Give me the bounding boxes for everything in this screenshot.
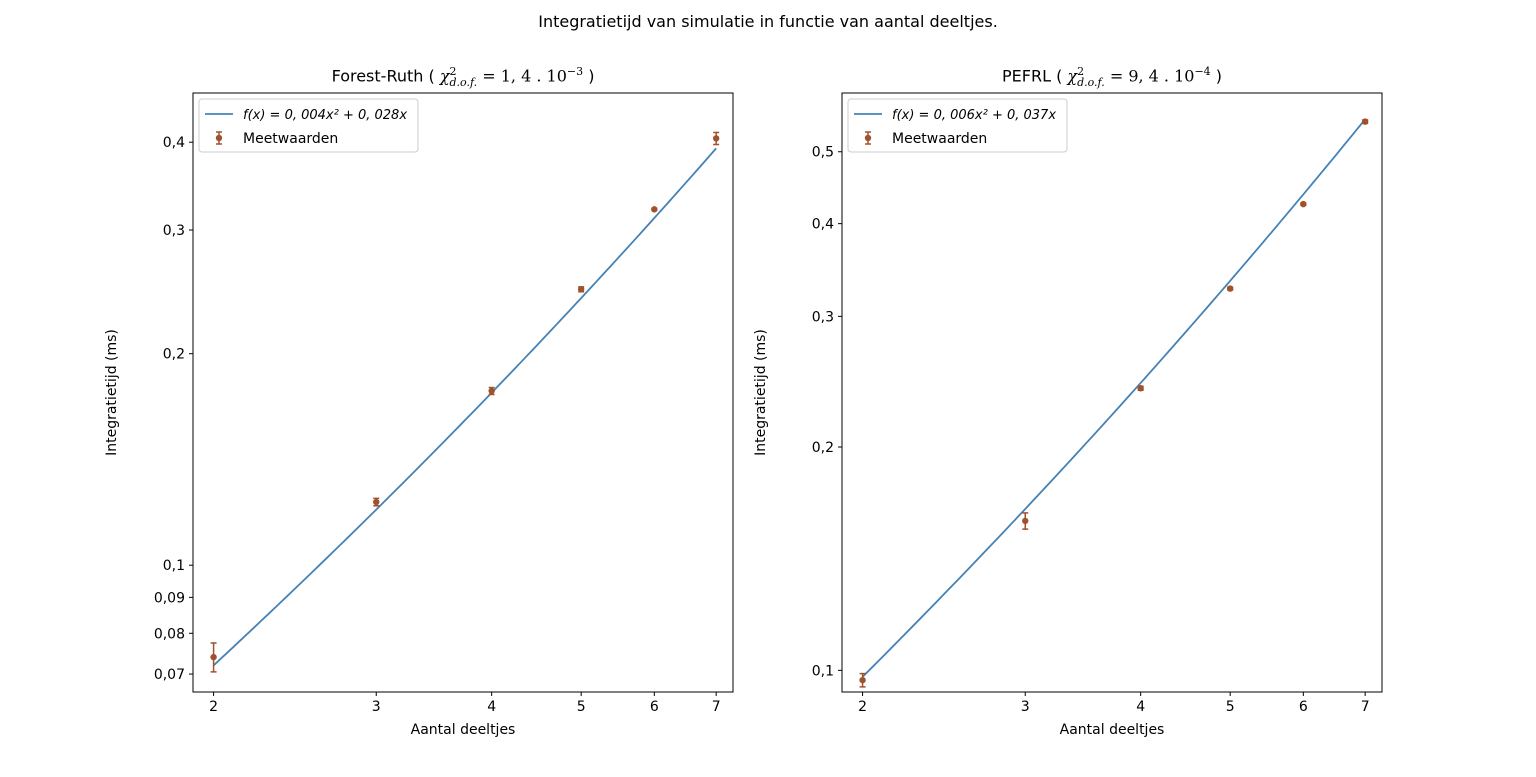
right-x-tick-label: 2 — [858, 699, 867, 715]
right-title-prefix: PEFRL ( — [1001, 66, 1068, 86]
right-title-chi-sup: 2 — [1077, 64, 1085, 78]
right-legend-box — [847, 98, 1068, 153]
right-data-point — [1022, 517, 1029, 525]
figure-title: Integratietijd van simulatie in functie … — [538, 12, 998, 31]
left-title-chi-sup: 2 — [449, 64, 457, 78]
right-x-tick-label: 4 — [1136, 699, 1145, 715]
left-y-tick-label: 0,3 — [163, 223, 185, 239]
right-y-tick-label: 0,4 — [812, 217, 834, 233]
right-data-point — [1137, 385, 1144, 392]
right-data-point — [1361, 118, 1369, 125]
left-title-prefix: Forest-Ruth ( — [331, 66, 440, 86]
left-legend-box — [198, 98, 419, 153]
left-data-point — [488, 387, 495, 395]
left-legend-marker-dot — [215, 134, 223, 142]
right-title-suffix: ) — [1210, 66, 1223, 86]
right-title-value: = 9, 4 . 10 — [1104, 66, 1195, 86]
right-y-tick-label: 0,5 — [812, 145, 834, 161]
right-y-tick-label: 0,3 — [812, 309, 834, 325]
left-data-point — [651, 206, 658, 213]
left-data-point — [577, 286, 585, 293]
right-title-chi-sub: d.o.f. — [1077, 75, 1105, 89]
left-axes-frame — [192, 92, 734, 693]
left-plot: 2 3 4 5 6 7 0,07 0,08 0,09 0,1 0,2 0,3 0,4 Aantal dee… — [104, 92, 734, 738]
right-title-exponent: −4 — [1194, 65, 1211, 78]
left-x-tick-label: 5 — [577, 699, 586, 715]
left-legend-measure-label: Meetwaarden — [243, 131, 338, 147]
right-x-tick-label: 6 — [1299, 699, 1308, 715]
left-x-tick-label: 3 — [372, 699, 381, 715]
right-data-point — [1226, 285, 1234, 292]
right-x-tick-label: 7 — [1361, 699, 1370, 715]
left-chart-title: Forest-Ruth ( χ 2 d.o.f. = 1, 4 . 10−3 ) — [193, 65, 733, 88]
left-x-tick-label: 2 — [209, 699, 218, 715]
left-title-chi-sub: d.o.f. — [449, 75, 478, 89]
left-legend: f(x) = 0, 004x² + 0, 028x Meetwaarden — [198, 98, 419, 153]
left-x-tick-label: 7 — [712, 699, 721, 715]
left-y-tick-label: 0,4 — [163, 135, 185, 151]
right-x-tick-label: 5 — [1226, 699, 1235, 715]
left-data-point — [210, 653, 217, 661]
right-y-axis-label: Integratietijd (ms) — [753, 329, 769, 456]
left-legend-fit-label: f(x) = 0, 004x² + 0, 028x — [243, 108, 407, 123]
right-legend-marker-dot — [864, 134, 872, 142]
right-y-tick-label: 0,1 — [812, 663, 834, 679]
right-y-tick-label: 0,2 — [812, 440, 834, 456]
right-data-point — [859, 676, 866, 684]
left-title-suffix: ) — [583, 66, 595, 86]
right-axes-frame — [841, 92, 1383, 693]
left-y-tick-label: 0,09 — [154, 590, 185, 606]
left-x-axis-label: Aantal deeltjes — [411, 722, 516, 738]
left-x-tick-label: 6 — [650, 699, 659, 715]
left-title-value: = 1, 4 . 10 — [477, 66, 567, 86]
left-data-point — [712, 135, 720, 142]
left-y-tick-label: 0,2 — [163, 347, 185, 363]
right-legend: f(x) = 0, 006x² + 0, 037x Meetwaarden — [847, 98, 1068, 153]
right-title-chi: χ — [1067, 66, 1078, 86]
right-chart-title: PEFRL ( χ 2 d.o.f. = 9, 4 . 10−4 ) — [842, 65, 1382, 88]
left-title-exponent: −3 — [566, 65, 584, 78]
right-x-axis-label: Aantal deeltjes — [1060, 722, 1165, 738]
left-x-tick-label: 4 — [487, 699, 496, 715]
left-y-tick-label: 0,08 — [154, 626, 185, 642]
left-y-tick-label: 0,1 — [163, 558, 185, 574]
left-y-tick-label: 0,07 — [154, 667, 185, 683]
right-plot: 2 3 4 5 6 7 0,1 0,2 0,3 0,4 0,5 Aantal deeltjes Inte… — [753, 92, 1383, 738]
left-fit-line — [212, 147, 717, 667]
right-fit-line — [861, 118, 1366, 678]
right-x-tick-label: 3 — [1021, 699, 1030, 715]
left-title-chi: χ — [439, 66, 450, 86]
left-data-point — [373, 498, 380, 506]
right-data-point — [1300, 200, 1307, 208]
right-legend-fit-label: f(x) = 0, 006x² + 0, 037x — [892, 108, 1056, 123]
right-legend-measure-label: Meetwaarden — [892, 131, 987, 147]
left-y-axis-label: Integratietijd (ms) — [104, 329, 120, 456]
